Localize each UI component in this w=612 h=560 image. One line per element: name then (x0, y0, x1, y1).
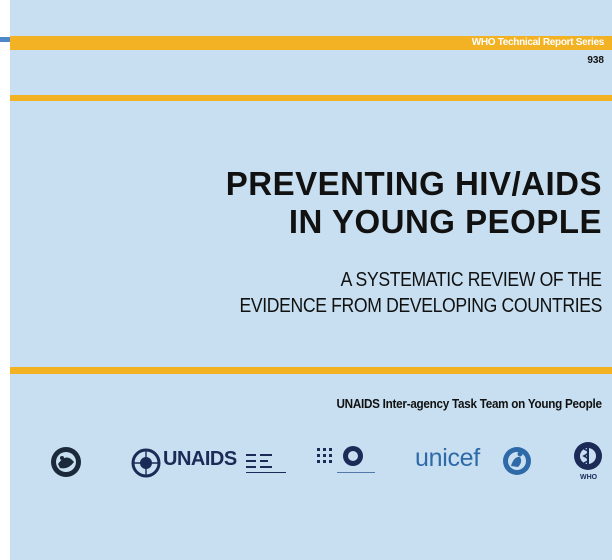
title-line-1: PREVENTING HIV/AIDS (225, 165, 602, 202)
who-emblem-icon (574, 442, 602, 470)
partner-emblem-1-icon (51, 447, 81, 477)
unaids-wordmark: UNAIDS (163, 448, 237, 471)
top-orange-band (10, 36, 612, 50)
title-line-2: IN YOUNG PEOPLE (288, 203, 602, 240)
middle-orange-rule (10, 367, 612, 374)
dotted-partner-emblem-icon (317, 446, 375, 473)
task-team-credit: UNAIDS Inter-agency Task Team on Young P… (336, 396, 603, 411)
unicef-wordmark: unicef (415, 444, 480, 472)
subtitle-line-2: EVIDENCE FROM DEVELOPING COUNTRIES (239, 295, 602, 317)
unaids-cosponsor-marks-icon (246, 454, 286, 473)
report-series-number: 938 (587, 55, 604, 66)
upper-orange-rule (10, 95, 612, 101)
unicef-emblem-icon (503, 447, 531, 475)
unaids-logo-text: UNAIDS (163, 448, 237, 470)
report-series-name: WHO Technical Report Series (471, 37, 605, 48)
subtitle-line-1: A SYSTEMATIC REVIEW OF THE (340, 269, 602, 291)
partner-logos-row: UNAIDS unicef (10, 440, 612, 500)
un-emblem-icon (131, 448, 161, 478)
who-wordmark: WHO (580, 474, 598, 481)
